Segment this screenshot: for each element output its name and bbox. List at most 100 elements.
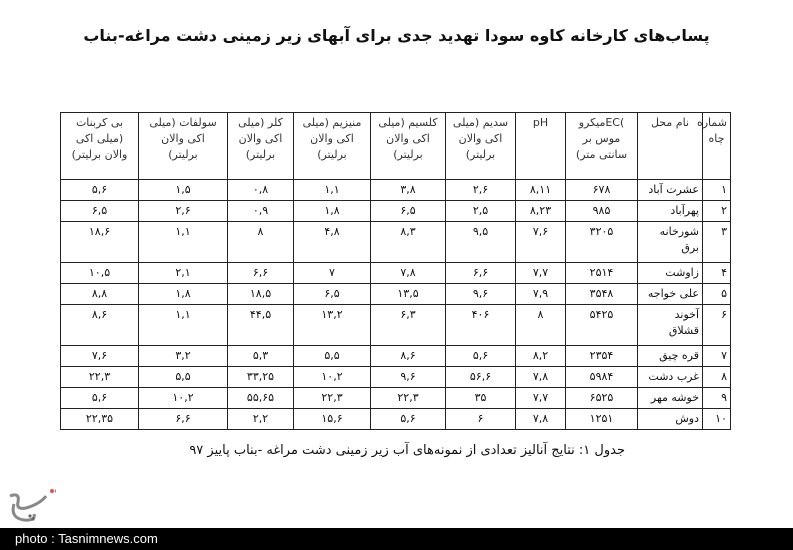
value-cell: ۷ xyxy=(293,262,371,284)
column-header: شماره چاه xyxy=(697,112,731,180)
value-cell: ۵,۵ xyxy=(293,345,371,367)
value-cell: ۶,۶ xyxy=(227,262,294,284)
value-cell: ۱۲۵۱ xyxy=(565,408,638,430)
value-cell: ۳,۲ xyxy=(138,345,228,367)
value-cell: ۶,۳ xyxy=(370,304,446,346)
value-cell: ۸,۱۱ xyxy=(515,179,566,201)
table-row: ۴ زاوشت ۲۵۱۴ ۷,۷ ۶,۶ ۷,۸ ۷ ۶,۶ ۲,۱ ۱۰,۵ xyxy=(60,262,731,284)
value-cell: ۸ xyxy=(227,221,294,263)
value-cell: ۲,۲ xyxy=(227,408,294,430)
value-cell: ۱۳,۵ xyxy=(370,283,446,305)
table-row: ۲ پهرآباد ۹۸۵ ۸,۲۳ ۲,۵ ۶,۵ ۱,۸ ۰,۹ ۲,۶ ۶,۵ xyxy=(60,200,731,222)
value-cell: ۱,۵ xyxy=(138,179,228,201)
tasnim-logo-icon xyxy=(6,488,59,532)
well-number-cell: ۳ xyxy=(702,221,731,263)
value-cell: ۴,۸ xyxy=(293,221,371,263)
value-cell: ۲,۱ xyxy=(138,262,228,284)
location-name-cell: شورخانه برق xyxy=(637,221,703,263)
value-cell: ۵,۳ xyxy=(227,345,294,367)
location-name-cell: علی خواجه xyxy=(637,283,703,305)
well-number-cell: ۱ xyxy=(702,179,731,201)
value-cell: ۳۵۴۸ xyxy=(565,283,638,305)
value-cell: ۷,۷ xyxy=(515,387,566,409)
table-caption: جدول ۱: نتایج آنالیز تعدادی از نمونه‌های… xyxy=(189,443,625,458)
location-name-cell: قره چیق xyxy=(637,345,703,367)
value-cell: ۱۸,۵ xyxy=(227,283,294,305)
value-cell: ۵۹۸۴ xyxy=(565,366,638,388)
table-row: ۱۰ دوش ۱۲۵۱ ۷,۸ ۶ ۵,۶ ۱۵,۶ ۲,۲ ۶,۶ ۲۲,۳۵ xyxy=(60,408,731,430)
well-number-cell: ۸ xyxy=(702,366,731,388)
value-cell: ۲,۶ xyxy=(445,179,516,201)
value-cell: ۱۸,۶ xyxy=(60,221,139,263)
value-cell: ۲۲,۳ xyxy=(370,387,446,409)
value-cell: ۴۰۶ xyxy=(445,304,516,346)
value-cell: ۳۵ xyxy=(445,387,516,409)
value-cell: ۸,۸ xyxy=(60,283,139,305)
value-cell: ۵۶,۶ xyxy=(445,366,516,388)
column-header: کلر (میلی اکی والان برلیتر) xyxy=(227,112,294,180)
location-name-cell: زاوشت xyxy=(637,262,703,284)
column-header: منیزیم (میلی اکی والان برلیتر) xyxy=(293,112,371,180)
value-cell: ۶۷۸ xyxy=(565,179,638,201)
well-number-cell: ۵ xyxy=(702,283,731,305)
value-cell: ۶,۵ xyxy=(60,200,139,222)
table-row: ۶ آخوند قشلاق ۵۴۲۵ ۸ ۴۰۶ ۶,۳ ۱۳,۲ ۴۴,۵ ۱,۱ ۸,۶ xyxy=(60,304,731,346)
value-cell: ۶ xyxy=(445,408,516,430)
value-cell: ۹,۵ xyxy=(445,221,516,263)
table-row: ۸ غرب دشت ۵۹۸۴ ۷,۸ ۵۶,۶ ۹,۶ ۱۰,۲ ۳۳,۲۵ ۵,۵ ۲۲,۳ xyxy=(60,366,731,388)
value-cell: ۶,۶ xyxy=(445,262,516,284)
value-cell: ۳,۸ xyxy=(370,179,446,201)
value-cell: ۲,۵ xyxy=(445,200,516,222)
value-cell: ۵,۶ xyxy=(370,408,446,430)
photo-credit-bar: photo : Tasnimnews.com xyxy=(0,528,793,550)
value-cell: ۸,۶ xyxy=(60,304,139,346)
value-cell: ۲۵۱۴ xyxy=(565,262,638,284)
value-cell: ۶,۶ xyxy=(138,408,228,430)
value-cell: ۲۲,۳۵ xyxy=(60,408,139,430)
value-cell: ۹۸۵ xyxy=(565,200,638,222)
value-cell: ۹,۶ xyxy=(445,283,516,305)
value-cell: ۷,۸ xyxy=(515,366,566,388)
location-name-cell: آخوند قشلاق xyxy=(637,304,703,346)
water-analysis-table: شماره چاه نام محل)ECمیکرو موس بر سانتی مت… xyxy=(60,112,731,430)
column-header: pH xyxy=(515,112,566,180)
value-cell: ۸,۲۳ xyxy=(515,200,566,222)
value-cell: ۰,۸ xyxy=(227,179,294,201)
column-header: بی کربنات (میلی اکی والان برلیتر) xyxy=(60,112,139,180)
value-cell: ۸,۳ xyxy=(370,221,446,263)
value-cell: ۷,۸ xyxy=(370,262,446,284)
value-cell: ۱,۱ xyxy=(138,221,228,263)
value-cell: ۵,۵ xyxy=(138,366,228,388)
column-header: سولفات (میلی اکی والان برلیتر) xyxy=(138,112,228,180)
value-cell: ۱,۱ xyxy=(138,304,228,346)
well-number-cell: ۲ xyxy=(702,200,731,222)
table-row: ۱ عشرت آباد ۶۷۸ ۸,۱۱ ۲,۶ ۳,۸ ۱,۱ ۰,۸ ۱,۵ ۵,۶ xyxy=(60,179,731,201)
value-cell: ۱,۸ xyxy=(138,283,228,305)
value-cell: ۸,۲ xyxy=(515,345,566,367)
value-cell: ۷,۷ xyxy=(515,262,566,284)
table-row: ۵ علی خواجه ۳۵۴۸ ۷,۹ ۹,۶ ۱۳,۵ ۶,۵ ۱۸,۵ ۱,۸ ۸,۸ xyxy=(60,283,731,305)
table-row: ۹ خوشه مهر ۶۵۲۵ ۷,۷ ۳۵ ۲۲,۳ ۲۲,۳ ۵۵,۶۵ ۱۰,۲ ۵,۶ xyxy=(60,387,731,409)
table-row: ۳ شورخانه برق ۳۲۰۵ ۷,۶ ۹,۵ ۸,۳ ۴,۸ ۸ ۱,۱ ۱۸,۶ xyxy=(60,221,731,263)
column-header: کلسیم (میلی اکی والان برلیتر) xyxy=(370,112,446,180)
well-number-cell: ۱۰ xyxy=(702,408,731,430)
location-name-cell: غرب دشت xyxy=(637,366,703,388)
well-number-cell: ۶ xyxy=(702,304,731,346)
value-cell: ۱۵,۶ xyxy=(293,408,371,430)
value-cell: ۶,۵ xyxy=(370,200,446,222)
value-cell: ۱,۱ xyxy=(293,179,371,201)
well-number-cell: ۷ xyxy=(702,345,731,367)
value-cell: ۱۰,۲ xyxy=(293,366,371,388)
value-cell: ۱۳,۲ xyxy=(293,304,371,346)
value-cell: ۳۳,۲۵ xyxy=(227,366,294,388)
value-cell: ۸,۶ xyxy=(370,345,446,367)
value-cell: ۴۴,۵ xyxy=(227,304,294,346)
value-cell: ۵۴۲۵ xyxy=(565,304,638,346)
value-cell: ۱۰,۵ xyxy=(60,262,139,284)
location-name-cell: دوش xyxy=(637,408,703,430)
value-cell: ۳۲۰۵ xyxy=(565,221,638,263)
page-title: پساب‌های کارخانه کاوه سودا تهدید جدی برا… xyxy=(83,26,710,45)
value-cell: ۵۵,۶۵ xyxy=(227,387,294,409)
value-cell: ۶,۵ xyxy=(293,283,371,305)
value-cell: ۵,۶ xyxy=(60,179,139,201)
